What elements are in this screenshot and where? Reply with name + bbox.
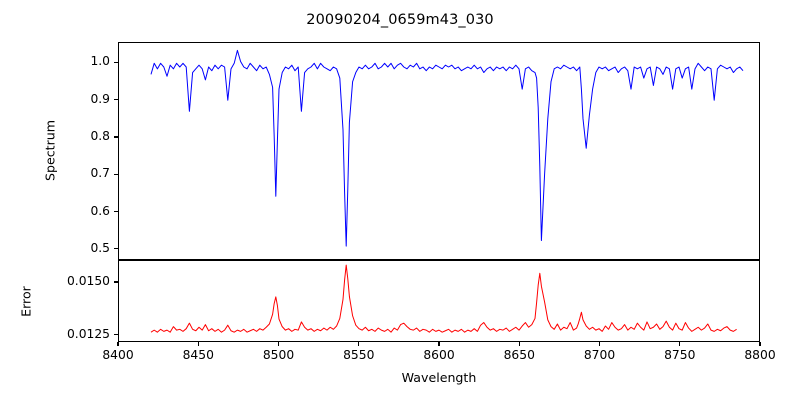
x-tick-label-8450: 8450 (182, 348, 214, 362)
spectrum-y-tick-label-0.7: 0.7 (90, 166, 110, 181)
error-y-tick-label-0.0150: 0.0150 (66, 274, 110, 289)
spectrum-plot-panel (118, 42, 760, 260)
x-tick-mark-8400 (117, 342, 119, 346)
spectrum-y-tick-mark-0.5 (114, 248, 118, 250)
spectrum-y-tick-mark-0.8 (114, 136, 118, 138)
chart-title: 20090204_0659m43_030 (306, 12, 494, 28)
x-tick-mark-8800 (759, 342, 761, 346)
x-tick-mark-8750 (679, 342, 681, 346)
spectrum-y-tick-mark-0.6 (114, 210, 118, 213)
error-line-series (119, 261, 759, 341)
error-y-tick-label-0.0125: 0.0125 (66, 326, 110, 341)
x-tick-label-8600: 8600 (423, 348, 455, 362)
spectrum-y-tick-label-0.5: 0.5 (90, 240, 110, 255)
x-tick-label-8800: 8800 (744, 348, 776, 362)
error-y-tick-mark-0.0125 (114, 333, 118, 336)
spectrum-y-tick-label-0.8: 0.8 (90, 129, 110, 144)
x-tick-mark-8450 (197, 342, 199, 346)
spectrum-line-series (119, 43, 759, 259)
error-plot-panel (118, 260, 760, 342)
x-tick-mark-8650 (518, 342, 520, 346)
spectrum-y-tick-mark-0.7 (114, 173, 118, 175)
error-y-axis-label: Error (18, 286, 34, 317)
x-tick-label-8500: 8500 (262, 348, 295, 362)
spectrum-y-tick-label-0.6: 0.6 (90, 203, 110, 218)
spectrum-y-tick-mark-1.0 (114, 61, 118, 64)
x-tick-label-8700: 8700 (583, 348, 616, 362)
x-tick-mark-8700 (598, 342, 601, 346)
x-tick-mark-8500 (277, 342, 280, 346)
x-tick-mark-8600 (438, 342, 440, 346)
x-tick-label-8550: 8550 (343, 348, 375, 362)
spectrum-y-tick-label-1.0: 1.0 (90, 54, 110, 69)
x-axis-label: Wavelength (401, 370, 477, 385)
spectrum-y-tick-label-0.9: 0.9 (90, 91, 110, 106)
error-y-tick-mark-0.0150 (114, 281, 118, 283)
spectrum-y-tick-mark-0.9 (114, 99, 118, 101)
x-tick-label-8750: 8750 (664, 348, 696, 362)
x-tick-mark-8550 (358, 342, 360, 346)
x-tick-label-8400: 8400 (102, 348, 134, 362)
x-tick-label-8650: 8650 (503, 348, 535, 362)
